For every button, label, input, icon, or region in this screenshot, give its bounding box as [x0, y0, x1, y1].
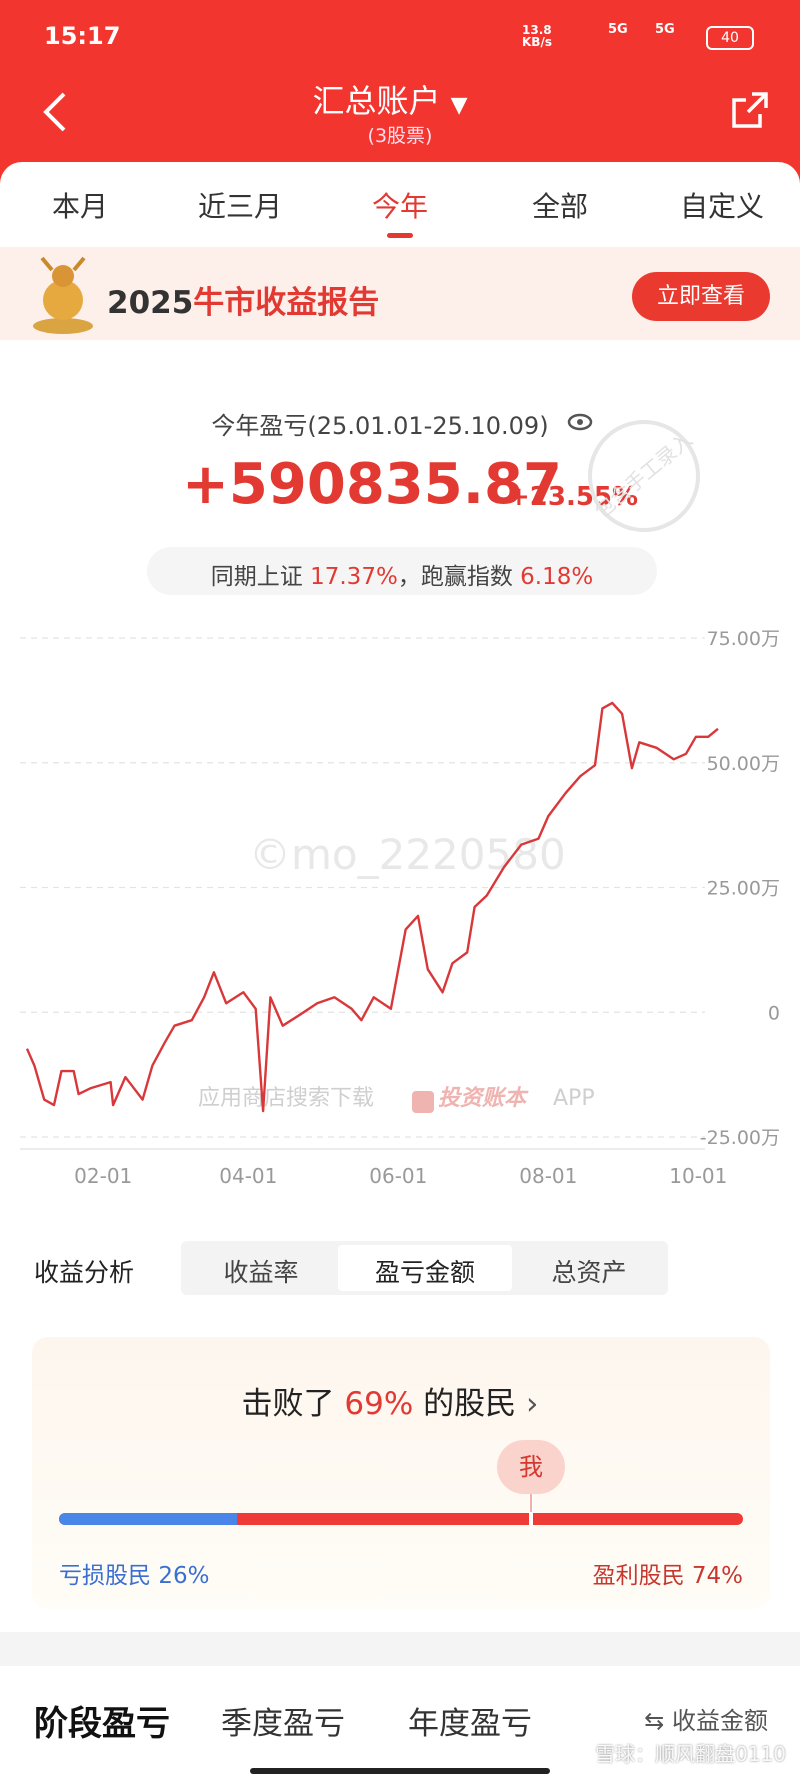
ranking-percent: 69% — [344, 1386, 414, 1422]
app-icon — [412, 1091, 434, 1113]
loss-label: 亏损股民 26% — [59, 1556, 209, 1590]
y-tick-label: 25.00万 — [707, 878, 780, 900]
tab-underline — [387, 233, 413, 238]
period-tab[interactable]: 今年 — [371, 190, 428, 223]
banner-text: 牛市收益报告 — [193, 285, 380, 321]
chart-watermark: 应用商店搜索下载 — [198, 1086, 374, 1111]
battery: 40 — [706, 26, 754, 50]
profit-amount: +590835.87 — [182, 452, 562, 517]
bottom-tab[interactable]: 年度盈亏 — [408, 1706, 532, 1742]
profit-chart: 10-01 08-01 06-01 04-01 02-01 75.00万 50.00万 25.… — [20, 628, 780, 1188]
y-tick-label: 50.00万 — [707, 753, 780, 775]
loss-segment — [59, 1513, 237, 1525]
loss-pct: 26% — [158, 1563, 210, 1589]
beat-rate: 6.18% — [520, 564, 594, 590]
y-tick-label: -25.00万 — [700, 1127, 780, 1149]
ranking-title[interactable]: 击败了 69% 的股民 › — [241, 1386, 539, 1422]
view-button[interactable]: 立即查看 — [632, 272, 770, 321]
header-title[interactable]: 汇总账户 ▼ — [312, 82, 468, 120]
index-label: 同期上证 — [210, 564, 303, 590]
bottom-tab[interactable]: 季度盈亏 — [221, 1706, 345, 1742]
signal: 5G — [655, 22, 675, 37]
loss-name: 亏损股民 — [59, 1563, 151, 1589]
period-label: 今年盈亏(25.01.01-25.10.09) — [211, 412, 549, 440]
back-button[interactable] — [40, 90, 70, 134]
metric-option[interactable]: 盈亏金额 — [374, 1258, 475, 1287]
metric-option[interactable]: 收益率 — [223, 1258, 299, 1287]
toggle-text: 收益金额 — [672, 1707, 768, 1735]
period-tab[interactable]: 本月 — [51, 190, 108, 223]
profit-label: 盈利股民 74% — [593, 1556, 743, 1590]
x-tick-label: 04-01 — [219, 1164, 277, 1188]
period-tab[interactable]: 近三月 — [197, 190, 282, 223]
profit-rate: +23.55% — [508, 482, 639, 512]
footer-watermark: 雪球：顺风翻盘0110 — [595, 1742, 786, 1766]
x-tick-label: 02-01 — [74, 1164, 132, 1188]
ranking-suffix: 的股民 — [423, 1386, 517, 1422]
toggle[interactable]: ⇆ 收益金额 — [644, 1707, 768, 1735]
profit-name: 盈利股民 — [592, 1563, 685, 1589]
y-tick-label: 0 — [768, 1002, 780, 1024]
beat-label: ，跑赢指数 — [397, 564, 513, 590]
metric-option[interactable]: 总资产 — [551, 1258, 627, 1287]
index-rate: 17.37% — [310, 564, 398, 590]
selected-bg — [338, 1245, 512, 1291]
share-button[interactable] — [730, 90, 770, 130]
bottom-tab[interactable]: 阶段盈亏 — [34, 1704, 170, 1744]
stamp: 包含手工录入 — [588, 420, 700, 532]
analysis-label: 收益分析 — [34, 1258, 135, 1287]
x-tick-label: 08-01 — [519, 1164, 577, 1188]
eye-icon[interactable] — [566, 410, 594, 434]
chart-watermark: ©mo_2220580 — [249, 830, 566, 879]
x-tick-label: 06-01 — [369, 1164, 427, 1188]
period-tab[interactable]: 全部 — [531, 190, 588, 223]
signal: 5G — [608, 22, 628, 37]
status-time: 15:17 — [44, 22, 121, 50]
profit-line — [25, 701, 719, 1113]
index-compare-text: 同期上证 17.37%，跑赢指数 6.18% — [147, 557, 657, 591]
header-title-text: 汇总账户 — [312, 82, 441, 120]
banner-title: 2025牛市收益报告 — [107, 277, 379, 322]
home-indicator — [250, 1768, 550, 1774]
ranking-prefix: 击败了 — [241, 1386, 335, 1422]
me-line — [529, 1490, 532, 1512]
y-tick-label: 75.00万 — [707, 628, 780, 650]
index-compare — [147, 547, 657, 595]
header-bar — [0, 0, 800, 190]
header-subtitle: (3股票) — [367, 125, 433, 147]
profit-pct: 74% — [691, 1563, 743, 1589]
net-speed: 13.8 KB/s — [522, 23, 552, 49]
me-bubble: 我 — [496, 1440, 565, 1494]
separator — [0, 1632, 800, 1666]
bull-icon — [33, 256, 93, 334]
period-tab[interactable]: 自定义 — [679, 190, 764, 223]
stamp-text: 包含手工录入 — [590, 427, 697, 523]
banner-year: 2025 — [107, 285, 194, 321]
ranking-panel[interactable] — [32, 1337, 770, 1609]
chart-watermark: APP — [553, 1086, 595, 1111]
x-tick-label: 10-01 — [669, 1164, 727, 1188]
chart-watermark: 投资账本 — [438, 1086, 529, 1111]
